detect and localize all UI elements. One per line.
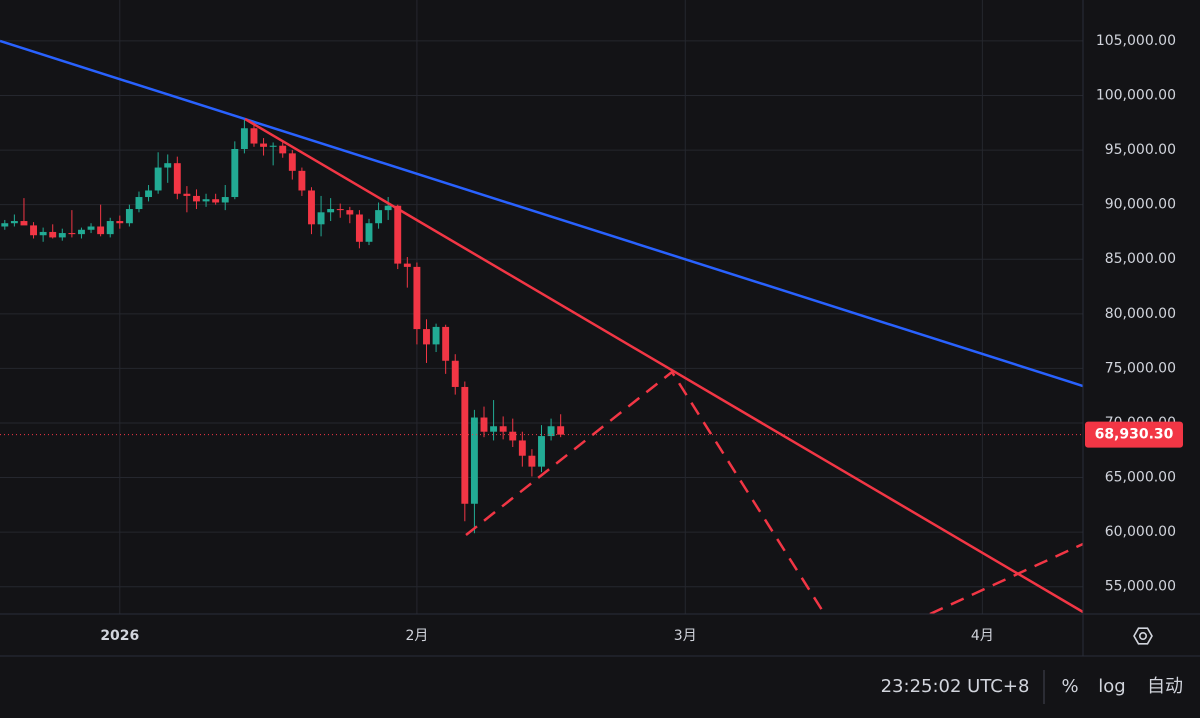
candle-body xyxy=(451,360,459,387)
candle-body xyxy=(173,163,181,194)
candle-body xyxy=(145,190,153,198)
candle-body xyxy=(423,329,430,345)
candle-body xyxy=(490,426,498,432)
candle-body xyxy=(68,233,76,235)
candle-body xyxy=(97,226,105,235)
x-tick-label: 2026 xyxy=(100,628,139,644)
candle-body xyxy=(365,223,373,242)
candle-body xyxy=(432,326,440,345)
candle-body xyxy=(269,145,277,147)
percent-button[interactable]: % xyxy=(1061,676,1078,697)
candle-body xyxy=(547,426,555,437)
candle-body xyxy=(480,417,488,432)
candle-body xyxy=(518,440,526,456)
y-tick-label: 95,000.00 xyxy=(1105,142,1176,158)
y-tick-label: 80,000.00 xyxy=(1105,306,1176,322)
candle-body xyxy=(135,197,143,210)
candle-body xyxy=(212,199,220,203)
trend-line xyxy=(0,39,1083,388)
candle-body xyxy=(317,212,325,225)
candle-body xyxy=(78,229,85,235)
candle-body xyxy=(87,226,95,230)
candle-body xyxy=(470,417,478,504)
candle-body xyxy=(298,170,306,191)
candle-body xyxy=(336,209,344,211)
y-tick-label: 60,000.00 xyxy=(1105,524,1176,540)
candle-body xyxy=(10,221,18,224)
y-tick-label: 75,000.00 xyxy=(1105,360,1176,376)
candle-body xyxy=(442,326,450,361)
candle-body xyxy=(164,163,172,168)
candle-body xyxy=(288,153,296,171)
candle-body xyxy=(461,386,469,504)
candle-body xyxy=(528,455,536,467)
candle-body xyxy=(499,426,507,432)
candle-body xyxy=(394,205,402,264)
candle-body xyxy=(154,167,162,191)
candle-body xyxy=(202,199,210,202)
candle-body xyxy=(39,231,47,236)
trend-line xyxy=(244,117,1083,614)
candle-body xyxy=(221,197,229,203)
y-tick-label: 85,000.00 xyxy=(1105,251,1176,267)
candle-body xyxy=(260,143,268,147)
y-tick-label: 100,000.00 xyxy=(1096,88,1176,104)
settings-icon[interactable] xyxy=(1133,627,1153,645)
candle-body xyxy=(308,190,315,225)
candle-body xyxy=(413,266,421,330)
y-tick-label: 105,000.00 xyxy=(1096,33,1176,49)
clock: 23:25:02 UTC+8 xyxy=(881,676,1030,697)
drawings xyxy=(0,39,1083,614)
candle-body xyxy=(106,221,114,235)
candle-body xyxy=(355,214,363,242)
candle-body xyxy=(538,436,545,467)
candle-body xyxy=(193,195,200,202)
candle-body xyxy=(58,233,66,238)
last-price-box xyxy=(1085,421,1183,448)
projection-line xyxy=(465,370,824,611)
candle-body xyxy=(375,210,383,224)
candle-body xyxy=(509,431,517,441)
axes: 55,000.0060,000.0065,000.0070,000.0075,0… xyxy=(100,33,1183,644)
candles xyxy=(0,118,1083,534)
candle-body xyxy=(557,426,565,435)
candle-body xyxy=(1,223,9,227)
y-tick-label: 55,000.00 xyxy=(1105,579,1176,595)
candle-body xyxy=(279,145,287,154)
candle-body xyxy=(125,209,133,224)
candle-body xyxy=(250,128,258,144)
x-tick-label: 3月 xyxy=(674,628,697,644)
log-button[interactable]: log xyxy=(1098,676,1125,697)
candle-body xyxy=(346,210,354,215)
y-tick-label: 90,000.00 xyxy=(1105,197,1176,213)
candle-body xyxy=(327,209,335,213)
candle-body xyxy=(49,231,57,238)
candle-body xyxy=(403,263,411,267)
candle-body xyxy=(30,225,37,236)
x-tick-label: 2月 xyxy=(405,628,428,644)
projection-line xyxy=(929,542,1083,614)
candle-body xyxy=(183,193,191,196)
last-price-label: 68,930.30 xyxy=(1095,427,1174,443)
auto-button[interactable]: 自动 xyxy=(1147,676,1183,697)
candle-body xyxy=(240,128,248,149)
y-tick-label: 65,000.00 xyxy=(1105,470,1176,486)
candle-body xyxy=(20,221,28,226)
x-tick-label: 4月 xyxy=(971,628,994,644)
candle-body xyxy=(231,148,239,198)
candle-body xyxy=(384,205,392,211)
candle-body xyxy=(116,221,124,224)
